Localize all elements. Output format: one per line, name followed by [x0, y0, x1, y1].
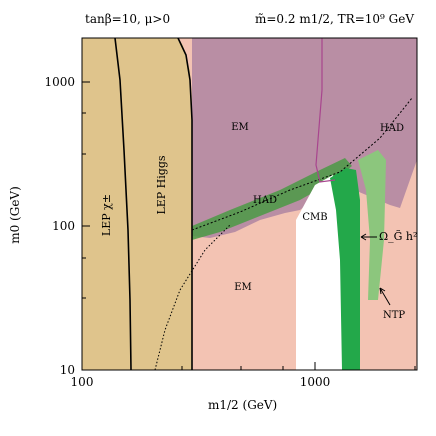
lep-region	[82, 38, 192, 370]
lep-higgs-boundary	[177, 38, 193, 370]
y-tick-label: 10	[60, 363, 75, 377]
omega-arrow	[360, 233, 377, 241]
header-right: m̃=0.2 m1/2, TR=10⁹ GeV	[255, 12, 414, 26]
had-boundary-line	[191, 97, 413, 231]
x-axis-label: m1/2 (GeV)	[208, 398, 278, 412]
em-upper-region	[192, 38, 417, 238]
ntp-band	[358, 150, 386, 300]
label-lep-chargino: LEP χ±	[100, 194, 113, 236]
cmb-region	[296, 175, 344, 370]
label-omega: Ω_G̃ h²	[379, 230, 417, 243]
x-tick-label: 1000	[300, 375, 331, 389]
relic-vertical-band	[330, 168, 360, 370]
label-ntp: NTP	[383, 310, 405, 321]
magenta-contour	[315, 38, 336, 183]
y-axis-label: m0 (GeV)	[7, 186, 22, 244]
y-tick-label: 100	[52, 219, 75, 233]
label-had: HAD	[253, 195, 277, 206]
label-lep-higgs: LEP Higgs	[155, 155, 168, 214]
ntp-arrow	[379, 287, 391, 306]
relic-diagonal-band	[192, 158, 352, 240]
y-tick-label: 1000	[44, 75, 75, 89]
lep-chargino-boundary	[114, 38, 132, 370]
plot-area	[82, 38, 417, 370]
x-tick-label: 100	[71, 375, 94, 389]
x-ticks	[81, 362, 416, 370]
label-em-lower: EM	[234, 282, 252, 293]
label-em-upper: EM	[231, 122, 249, 133]
plot-frame	[81, 37, 418, 371]
y-ticks	[82, 81, 90, 371]
label-cmb: CMB	[302, 212, 327, 223]
header-left: tanβ=10, μ>0	[85, 12, 171, 26]
label-had-upper-right: HAD	[380, 123, 404, 134]
